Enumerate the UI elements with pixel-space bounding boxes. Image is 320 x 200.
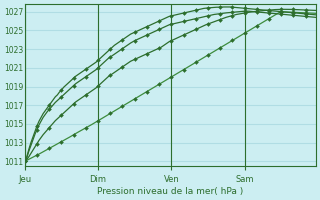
X-axis label: Pression niveau de la mer( hPa ): Pression niveau de la mer( hPa ) [97,187,244,196]
